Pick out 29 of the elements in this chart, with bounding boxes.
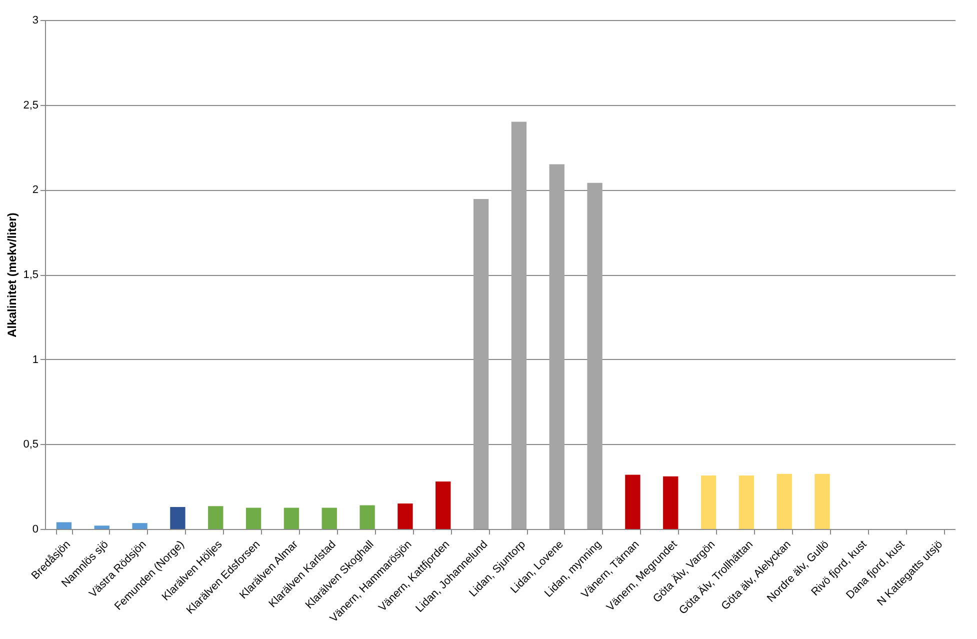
bar xyxy=(398,504,413,529)
y-tick-label: 0 xyxy=(32,524,38,536)
bar xyxy=(511,122,527,529)
bar xyxy=(284,508,300,529)
bar xyxy=(814,474,830,529)
bar xyxy=(625,474,640,529)
bar xyxy=(246,508,262,529)
bar xyxy=(473,199,489,529)
bar xyxy=(663,476,678,529)
y-tick-label: 1 xyxy=(32,354,38,366)
y-tick-label: 3 xyxy=(32,14,38,26)
bar xyxy=(587,182,602,529)
y-tick-label: 1,5 xyxy=(23,269,38,281)
bar xyxy=(738,476,754,529)
bar xyxy=(208,506,224,529)
bar xyxy=(94,526,110,529)
bar xyxy=(132,523,148,529)
bar xyxy=(549,164,564,529)
bar xyxy=(322,508,337,529)
bar xyxy=(700,476,716,529)
y-axis-title: Alkalinitet (mekv/liter) xyxy=(5,212,20,338)
y-tick-label: 2,5 xyxy=(23,99,38,112)
bar xyxy=(436,481,451,529)
y-tick-label: 2 xyxy=(32,184,38,196)
bar xyxy=(56,522,72,529)
bar xyxy=(776,474,792,529)
bar xyxy=(360,505,375,529)
y-tick-label: 0,5 xyxy=(23,438,38,451)
bar xyxy=(170,506,186,529)
